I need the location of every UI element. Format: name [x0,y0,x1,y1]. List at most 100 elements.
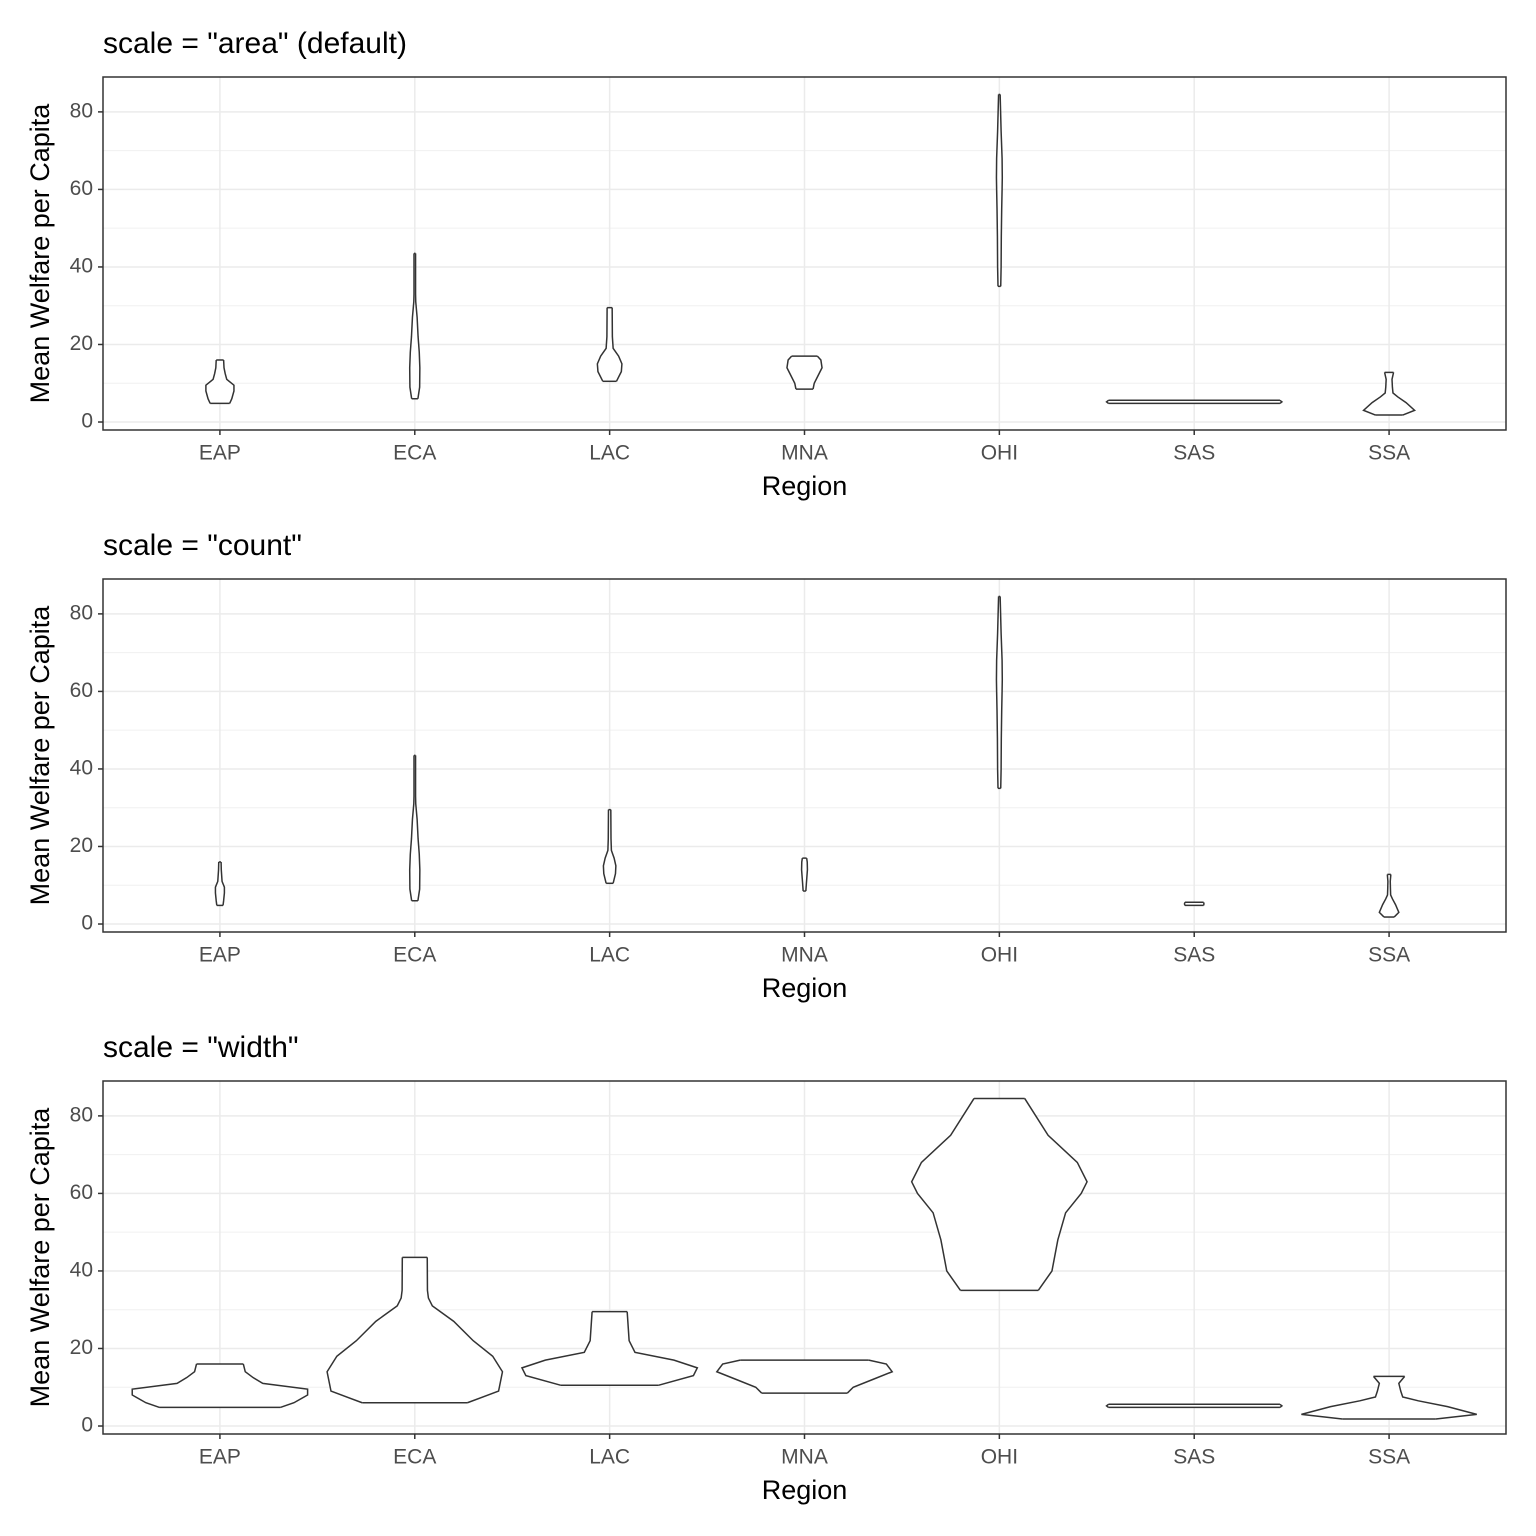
violin-right [242,1363,309,1409]
plot-border [102,1080,1507,1435]
violin-right [805,857,809,892]
plot-border [102,578,1507,933]
y-tick-label: 80 [70,601,93,624]
x-tick-label: EAP [199,442,241,465]
violin-left [995,94,1000,287]
y-axis-title: Mean Welfare per Capita [25,103,55,404]
x-axis-title: Region [762,1475,848,1505]
chart-title: scale = "area" (default) [103,27,407,60]
chart-title: scale = "width" [103,1031,299,1064]
violin-body [1106,1404,1282,1408]
y-tick-label: 0 [81,1414,93,1437]
violin-body [205,359,234,404]
x-tick-label: MNA [781,1446,828,1469]
violin-left [408,253,415,399]
y-tick-label: 20 [70,332,93,355]
y-tick-label: 40 [70,1258,93,1281]
violin-body [597,307,622,382]
violin-right [1398,1375,1477,1420]
y-tick-label: 20 [70,834,93,857]
x-tick-label: SSA [1368,442,1410,465]
x-tick-label: SSA [1368,944,1410,967]
violin-left [408,755,415,901]
violin-left [800,857,804,892]
y-tick-label: 60 [70,679,93,702]
x-tick-label: LAC [589,442,630,465]
violin-left [326,1257,404,1404]
violin-body [409,755,420,901]
x-axis-title: Region [762,973,848,1003]
violin-left [786,355,797,390]
y-tick-label: 80 [70,99,93,122]
violin-right [626,1311,699,1387]
y-tick-label: 60 [70,1181,93,1204]
violin-right [999,596,1004,789]
violin-right [610,809,617,884]
panel: 0 20 40 60 80 EAP ECA LAC MNA OHI SAS SSA scale = "w… [25,1031,1507,1505]
violin-left [995,596,1000,789]
x-tick-label: ECA [393,442,436,465]
y-tick-label: 40 [70,756,93,779]
violin-right [999,94,1004,287]
y-tick-label: 80 [70,1103,93,1126]
violin-left [910,1098,975,1291]
violin-body [1379,874,1399,918]
y-axis-title: Mean Welfare per Capita [25,1107,55,1408]
violin-body [1301,1376,1477,1420]
x-tick-label: ECA [393,1446,436,1469]
violin-body [1363,372,1415,416]
violin-body [327,1257,503,1403]
violin-body [409,253,420,399]
violin-left [1105,1403,1109,1408]
violin-body [521,1311,698,1386]
violin-left [214,861,220,906]
x-tick-label: OHI [981,944,1018,967]
x-tick-label: SAS [1173,442,1215,465]
violin-right [222,359,235,404]
x-tick-label: LAC [589,1446,630,1469]
violin-left [715,1359,763,1394]
violin-right [426,1257,504,1404]
violin-body [1106,400,1282,404]
violin-right [846,1359,894,1394]
panel: 0 20 40 60 80 EAP ECA LAC MNA OHI SAS SSA scale = "a… [25,27,1507,501]
violin-left [596,307,608,382]
violin-body [1184,902,1204,906]
violin-right [1389,874,1400,918]
violin-left [602,809,610,884]
violin-left [131,1363,198,1409]
x-tick-label: MNA [781,442,828,465]
violin-right [1391,372,1417,416]
x-tick-label: EAP [199,1446,241,1469]
y-tick-label: 60 [70,177,93,200]
violin-body [716,1360,893,1394]
violin-right [1024,1098,1088,1291]
violin-right [611,307,623,382]
violin-left [1362,372,1387,416]
y-tick-label: 0 [81,410,93,433]
x-tick-label: LAC [589,944,630,967]
y-tick-label: 40 [70,254,93,277]
x-tick-label: ECA [393,944,436,967]
plot-border [102,76,1507,431]
violin-left [520,1311,593,1387]
y-tick-label: 0 [81,912,93,935]
violin-body [132,1363,308,1408]
violin-right [414,253,421,399]
chart-title: scale = "count" [103,529,302,562]
x-tick-label: MNA [781,944,828,967]
x-tick-label: SAS [1173,944,1215,967]
violin-left [1378,874,1389,918]
violin-right [812,355,823,390]
violin-right [1279,399,1284,404]
violin-right [1279,1403,1284,1408]
x-axis-title: Region [762,471,848,501]
violin-left [1105,399,1109,404]
violin-body [911,1098,1088,1291]
violin-left [1301,1375,1381,1420]
x-tick-label: SSA [1368,1446,1410,1469]
violin-body [603,809,616,884]
x-tick-label: SAS [1173,1446,1215,1469]
y-tick-label: 20 [70,1336,93,1359]
